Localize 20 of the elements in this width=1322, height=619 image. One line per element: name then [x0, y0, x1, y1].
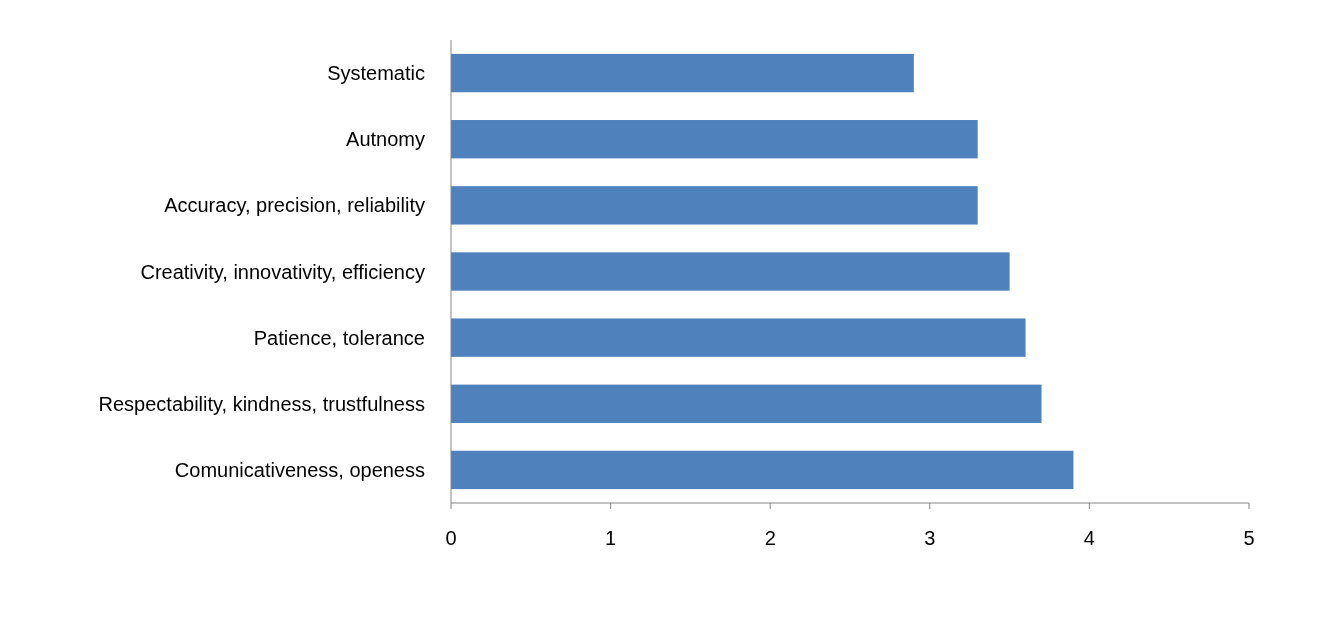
y-tick-label: Creativity, innovativity, efficiency: [140, 260, 425, 283]
x-tick-label: 4: [1083, 527, 1095, 549]
x-tick-label: 2: [764, 527, 776, 549]
y-tick-label: Respectability, kindness, trustfulness: [98, 392, 425, 415]
bar: [451, 186, 978, 225]
y-tick-label: Systematic: [327, 62, 425, 85]
y-tick-label: Patience, tolerance: [253, 326, 425, 349]
y-tick-label: Autnomy: [346, 128, 425, 151]
x-tick-label: 5: [1243, 527, 1255, 549]
x-tick-label: 1: [605, 527, 617, 549]
bar: [451, 252, 1010, 291]
bar: [451, 450, 1074, 490]
bar: [451, 318, 1026, 357]
y-tick-label: Accuracy, precision, reliability: [164, 194, 425, 217]
x-tick-label: 3: [924, 527, 936, 549]
y-tick-label: Comunicativeness, openess: [174, 458, 425, 481]
x-tick-label: 0: [445, 527, 457, 549]
bar: [451, 53, 914, 93]
bar: [451, 120, 978, 159]
bar: [451, 384, 1042, 423]
